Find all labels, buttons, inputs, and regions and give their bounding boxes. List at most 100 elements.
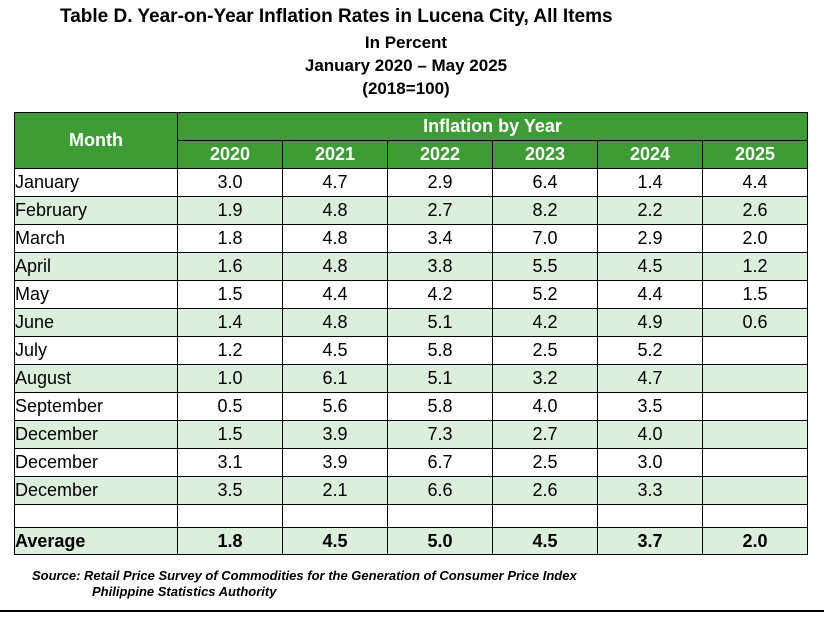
blank-row	[14, 504, 809, 528]
value-cell: 0.5	[177, 392, 283, 421]
table-row: July 1.2 4.5 5.8 2.5 5.2	[14, 336, 809, 365]
value-cell: 1.8	[177, 224, 283, 253]
value-cell: 1.6	[177, 252, 283, 281]
value-cell: 5.8	[387, 336, 493, 365]
average-value-cell: 2.0	[701, 527, 809, 555]
value-cell: 3.3	[597, 476, 703, 505]
value-cell: 5.1	[387, 308, 493, 337]
value-cell: 4.5	[282, 336, 388, 365]
value-cell: 4.2	[492, 308, 598, 337]
bottom-rule	[0, 610, 824, 612]
value-cell: 5.2	[597, 336, 703, 365]
year-header: 2022	[387, 140, 493, 169]
month-cell: January	[14, 168, 178, 197]
year-header: 2021	[282, 140, 388, 169]
average-row: Average 1.8 4.5 5.0 4.5 3.7 2.0	[14, 527, 809, 555]
month-cell: July	[14, 336, 178, 365]
value-cell: 4.9	[597, 308, 703, 337]
average-value-cell: 4.5	[492, 527, 598, 555]
table-row: January 3.0 4.7 2.9 6.4 1.4 4.4	[14, 168, 809, 197]
value-cell: 3.9	[282, 420, 388, 449]
value-cell: 1.4	[597, 168, 703, 197]
value-cell	[701, 448, 809, 477]
value-cell: 3.1	[177, 448, 283, 477]
month-cell: June	[14, 308, 178, 337]
value-cell: 3.0	[177, 168, 283, 197]
month-cell: September	[14, 392, 178, 421]
value-cell: 5.1	[387, 364, 493, 393]
table-row: September 0.5 5.6 5.8 4.0 3.5	[14, 392, 809, 421]
value-cell	[701, 336, 809, 365]
value-cell: 2.0	[701, 224, 809, 253]
average-value-cell: 1.8	[177, 527, 283, 555]
value-cell: 3.5	[177, 476, 283, 505]
month-cell: May	[14, 280, 178, 309]
source-line-1: Source: Retail Price Survey of Commoditi…	[32, 568, 577, 583]
table-unit: In Percent	[364, 33, 448, 52]
table-period: January 2020 – May 2025	[304, 56, 508, 75]
table-body: January 3.0 4.7 2.9 6.4 1.4 4.4 February 1.9 4.8 2…	[14, 168, 809, 555]
average-value-cell: 4.5	[282, 527, 388, 555]
value-cell: 1.9	[177, 196, 283, 225]
value-cell: 1.5	[177, 280, 283, 309]
value-cell: 1.2	[177, 336, 283, 365]
value-cell: 4.4	[701, 168, 809, 197]
value-cell: 1.2	[701, 252, 809, 281]
blank-cell	[492, 504, 598, 528]
year-header: 2020	[177, 140, 283, 169]
table-row: April 1.6 4.8 3.8 5.5 4.5 1.2	[14, 252, 809, 281]
value-cell: 4.8	[282, 252, 388, 281]
value-cell: 2.7	[387, 196, 493, 225]
blank-cell	[177, 504, 283, 528]
table-title: Table D. Year-on-Year Inflation Rates in…	[60, 6, 613, 27]
table-row: June 1.4 4.8 5.1 4.2 4.9 0.6	[14, 308, 809, 337]
value-cell: 4.0	[492, 392, 598, 421]
value-cell: 0.6	[701, 308, 809, 337]
inflation-by-year-header: Inflation by Year	[176, 112, 809, 141]
value-cell: 2.9	[387, 168, 493, 197]
month-cell: December	[14, 476, 178, 505]
year-header: 2024	[597, 140, 703, 169]
source-note: Source: Retail Price Survey of Commoditi…	[32, 568, 577, 600]
value-cell: 3.8	[387, 252, 493, 281]
month-column-header: Month	[14, 112, 178, 169]
value-cell: 2.2	[597, 196, 703, 225]
month-cell: August	[14, 364, 178, 393]
value-cell: 4.4	[282, 280, 388, 309]
average-value-cell: 3.7	[597, 527, 703, 555]
average-label: Average	[14, 527, 178, 555]
value-cell: 3.9	[282, 448, 388, 477]
value-cell: 2.7	[492, 420, 598, 449]
value-cell: 5.6	[282, 392, 388, 421]
value-cell: 4.7	[597, 364, 703, 393]
value-cell	[701, 392, 809, 421]
value-cell: 3.0	[597, 448, 703, 477]
value-cell: 2.6	[492, 476, 598, 505]
value-cell: 2.1	[282, 476, 388, 505]
average-value-cell: 5.0	[387, 527, 493, 555]
value-cell: 6.7	[387, 448, 493, 477]
table-row: December 3.1 3.9 6.7 2.5 3.0	[14, 448, 809, 477]
value-cell: 4.0	[597, 420, 703, 449]
month-cell: December	[14, 420, 178, 449]
year-header-row: 2020 2021 2022 2023 2024 2025	[15, 140, 809, 169]
value-cell: 8.2	[492, 196, 598, 225]
table-row: February 1.9 4.8 2.7 8.2 2.2 2.6	[14, 196, 809, 225]
inflation-table: Month Inflation by Year 2020 2021 2022 2023…	[14, 112, 809, 555]
blank-cell	[597, 504, 703, 528]
value-cell: 1.0	[177, 364, 283, 393]
month-cell: March	[14, 224, 178, 253]
value-cell: 4.8	[282, 196, 388, 225]
value-cell: 2.9	[597, 224, 703, 253]
value-cell: 4.4	[597, 280, 703, 309]
table-row: May 1.5 4.4 4.2 5.2 4.4 1.5	[14, 280, 809, 309]
value-cell: 3.4	[387, 224, 493, 253]
value-cell	[701, 364, 809, 393]
value-cell: 5.2	[492, 280, 598, 309]
year-header: 2023	[492, 140, 598, 169]
value-cell: 6.6	[387, 476, 493, 505]
value-cell: 3.2	[492, 364, 598, 393]
table-row: August 1.0 6.1 5.1 3.2 4.7	[14, 364, 809, 393]
value-cell: 6.4	[492, 168, 598, 197]
value-cell: 2.5	[492, 336, 598, 365]
